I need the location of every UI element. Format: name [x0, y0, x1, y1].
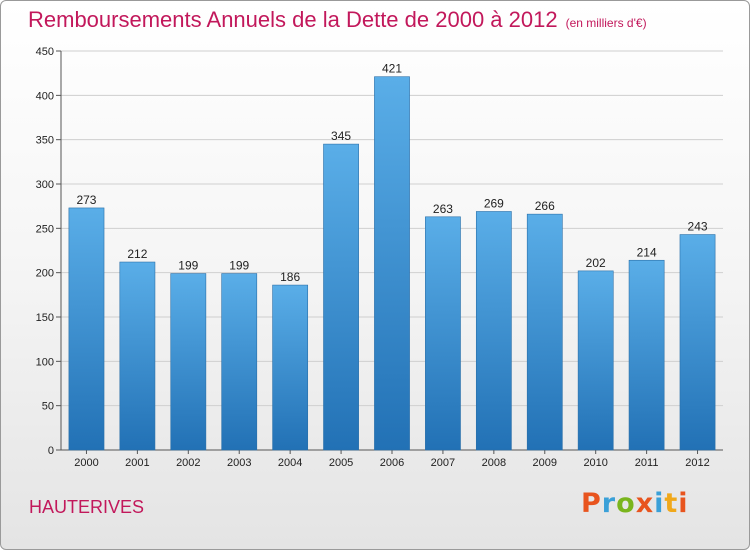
- bar-2012: [679, 234, 716, 451]
- chart-title-text: Remboursements Annuels de la Dette de 20…: [28, 7, 558, 32]
- logo-letter: t: [664, 488, 679, 519]
- proxiti-logo[interactable]: Proxiti: [581, 488, 689, 519]
- chart-unit: (en milliers d'€): [565, 16, 647, 30]
- x-tick-label: 2005: [329, 457, 353, 469]
- data-label: 266: [535, 199, 555, 213]
- town-name: HAUTERIVES: [29, 497, 145, 517]
- data-label: 243: [688, 220, 708, 234]
- chart-title: Remboursements Annuels de la Dette de 20…: [28, 7, 647, 33]
- x-tick-label: 2008: [482, 457, 506, 469]
- data-label: 212: [127, 247, 147, 261]
- y-tick-label: 200: [36, 268, 54, 280]
- logo-letter: r: [601, 488, 617, 519]
- bar-2011: [628, 259, 665, 451]
- data-label: 186: [280, 270, 300, 284]
- data-label: 202: [586, 256, 606, 270]
- labels: 0 50 100 150 200 250 300 350 400 450 273 2000 212 200…: [36, 46, 710, 469]
- bar-2009: [526, 213, 563, 451]
- y-tick-label: 250: [36, 223, 54, 235]
- y-tick-label: 50: [42, 401, 54, 413]
- x-tick-label: 2010: [583, 457, 607, 469]
- y-tick-label: 100: [36, 356, 54, 368]
- bar-2003: [221, 273, 258, 451]
- logo-letter: o: [616, 488, 636, 519]
- data-label: 199: [229, 259, 249, 273]
- x-tick-label: 2001: [125, 457, 149, 469]
- x-tick-label: 2003: [227, 457, 251, 469]
- data-label: 421: [382, 62, 402, 76]
- bar-2010: [577, 270, 614, 451]
- y-tick-label: 150: [36, 312, 54, 324]
- bar-2000: [68, 207, 105, 451]
- y-tick-label: 0: [48, 445, 54, 457]
- data-label: 214: [637, 245, 657, 259]
- bar-2001: [119, 261, 156, 451]
- data-label: 199: [178, 259, 198, 273]
- logo-letter: i: [678, 488, 689, 519]
- x-tick-label: 2012: [685, 457, 709, 469]
- bar-2002: [170, 273, 207, 451]
- x-tick-label: 2006: [380, 457, 404, 469]
- data-label: 273: [76, 193, 96, 207]
- bar-2004: [272, 284, 309, 451]
- logo-letter: i: [654, 488, 665, 519]
- x-tick-label: 2002: [176, 457, 200, 469]
- x-tick-label: 2011: [635, 457, 659, 469]
- y-tick-label: 350: [36, 135, 54, 147]
- bar-2006: [374, 76, 410, 451]
- bar-2008: [475, 211, 512, 451]
- bar-2007: [425, 216, 461, 451]
- y-tick-label: 450: [36, 46, 54, 58]
- data-label: 345: [331, 129, 351, 143]
- logo-letter: x: [635, 488, 655, 519]
- data-label: 263: [433, 202, 453, 216]
- data-label: 269: [484, 196, 504, 210]
- x-tick-label: 2007: [431, 457, 455, 469]
- bars: [68, 76, 716, 451]
- logo-letter: P: [581, 488, 602, 519]
- y-tick-label: 300: [36, 179, 54, 191]
- x-tick-label: 2004: [278, 457, 302, 469]
- y-tick-label: 400: [36, 90, 54, 102]
- x-tick-label: 2009: [533, 457, 557, 469]
- x-tick-label: 2000: [74, 457, 98, 469]
- bar-2005: [323, 143, 359, 451]
